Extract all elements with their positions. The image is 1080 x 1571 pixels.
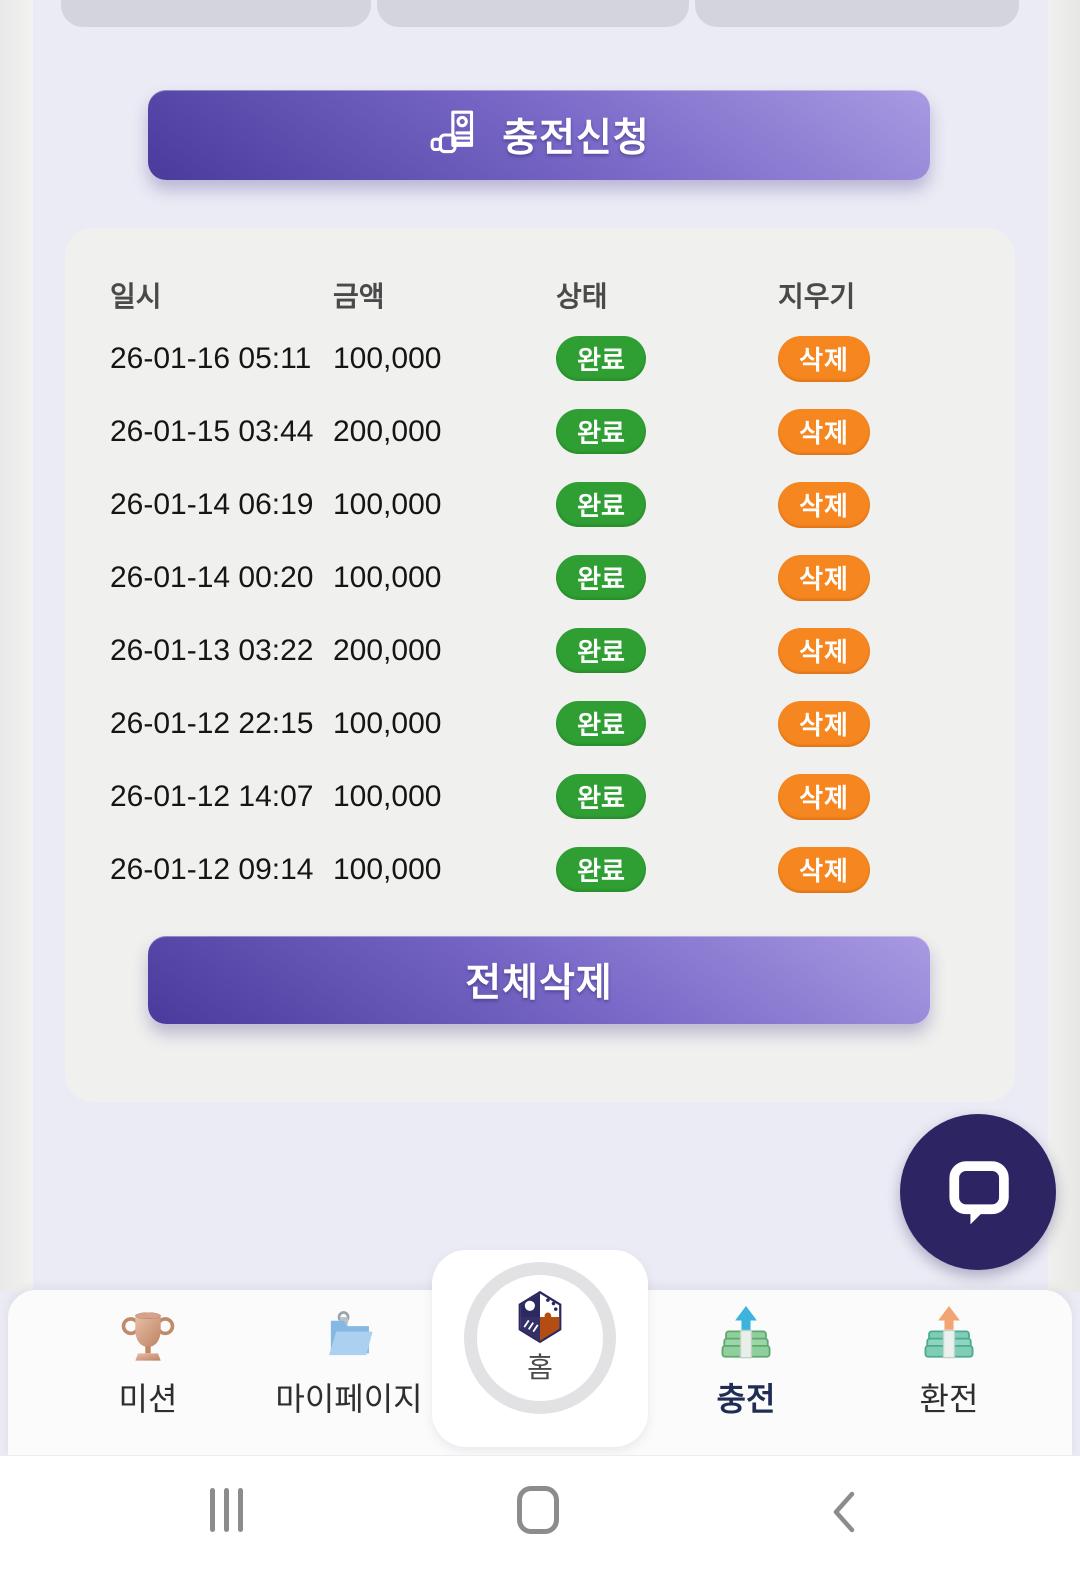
top-tab-stub-2[interactable] [377,0,689,27]
history-row: 26-01-14 00:20 100,000 완료 삭제 [65,541,1015,614]
history-row: 26-01-12 09:14 100,000 완료 삭제 [65,833,1015,906]
left-edge-background [0,0,33,1292]
column-header-status: 상태 [556,281,608,312]
row-datetime: 26-01-14 06:19 [110,487,314,521]
history-header-row: 일시 금액 상태 지우기 [65,228,1015,322]
row-amount: 100,000 [333,706,442,740]
delete-all-button[interactable]: 전체삭제 [148,936,930,1024]
row-delete-button[interactable]: 삭제 [778,846,870,893]
row-amount: 100,000 [333,341,442,375]
history-rows: 26-01-16 05:11 100,000 완료 삭제 26-01-15 03… [65,322,1015,906]
row-delete-button[interactable]: 삭제 [778,773,870,820]
row-amount: 100,000 [333,852,442,886]
status-badge: 완료 [556,628,646,673]
history-row: 26-01-12 14:07 100,000 완료 삭제 [65,760,1015,833]
charge-request-button[interactable]: 충전신청 [148,90,930,180]
row-delete-button[interactable]: 삭제 [778,627,870,674]
android-back-button[interactable] [828,1488,858,1541]
row-amount: 200,000 [333,633,442,667]
status-badge: 완료 [556,336,646,381]
charge-history-card: 일시 금액 상태 지우기 26-01-16 05:11 100,000 완료 삭… [65,228,1015,1102]
status-badge: 완료 [556,555,646,600]
nav-label-exchange: 환전 [919,1381,979,1417]
money-down-icon [844,1304,1054,1366]
row-datetime: 26-01-14 00:20 [110,560,314,594]
row-delete-button[interactable]: 삭제 [778,700,870,747]
status-badge: 완료 [556,847,646,892]
row-datetime: 26-01-16 05:11 [110,341,312,375]
column-header-amount: 금액 [333,281,385,312]
row-amount: 100,000 [333,779,442,813]
top-tab-stub-3[interactable] [695,0,1019,27]
history-row: 26-01-14 06:19 100,000 완료 삭제 [65,468,1015,541]
row-delete-button[interactable]: 삭제 [778,554,870,601]
nav-label-home: 홈 [527,1352,553,1383]
row-amount: 100,000 [333,560,442,594]
row-delete-button[interactable]: 삭제 [778,481,870,528]
row-datetime: 26-01-12 14:07 [110,779,314,813]
android-recents-button[interactable] [210,1488,243,1532]
row-delete-button[interactable]: 삭제 [778,335,870,382]
hand-money-icon [428,106,486,164]
charge-request-label: 충전신청 [502,117,650,160]
nav-item-home[interactable]: 홈 [432,1250,648,1447]
column-header-datetime: 일시 [110,281,162,312]
app-logo-icon [513,1290,567,1344]
nav-item-mypage[interactable]: 마이페이지 [244,1304,454,1420]
row-datetime: 26-01-12 09:14 [110,852,314,886]
status-badge: 완료 [556,409,646,454]
row-datetime: 26-01-12 22:15 [110,706,314,740]
row-amount: 200,000 [333,414,442,448]
history-row: 26-01-16 05:11 100,000 완료 삭제 [65,322,1015,395]
money-up-icon [641,1304,851,1366]
history-row: 26-01-13 03:22 200,000 완료 삭제 [65,614,1015,687]
nav-item-mission[interactable]: 미션 [43,1304,253,1420]
android-home-button[interactable] [517,1486,559,1534]
status-badge: 완료 [556,482,646,527]
delete-all-label: 전체삭제 [465,962,613,1005]
history-row: 26-01-15 03:44 200,000 완료 삭제 [65,395,1015,468]
nav-item-charge[interactable]: 충전 [641,1304,851,1420]
nav-label-mission: 미션 [118,1381,178,1417]
row-delete-button[interactable]: 삭제 [778,408,870,455]
status-badge: 완료 [556,774,646,819]
folder-icon [244,1304,454,1366]
top-tab-stub-1[interactable] [61,0,371,27]
nav-item-exchange[interactable]: 환전 [844,1304,1054,1420]
row-amount: 100,000 [333,487,442,521]
history-row: 26-01-12 22:15 100,000 완료 삭제 [65,687,1015,760]
status-badge: 완료 [556,701,646,746]
home-ring: 홈 [464,1262,616,1414]
row-datetime: 26-01-15 03:44 [110,414,314,448]
android-system-bar [0,1455,1080,1571]
trophy-icon [43,1304,253,1366]
nav-label-charge: 충전 [716,1381,776,1417]
column-header-clear: 지우기 [778,281,856,312]
right-edge-background [1048,0,1080,1292]
chat-bubble-icon [937,1151,1019,1233]
chat-fab-button[interactable] [900,1114,1056,1270]
nav-label-mypage: 마이페이지 [275,1381,423,1417]
row-datetime: 26-01-13 03:22 [110,633,314,667]
